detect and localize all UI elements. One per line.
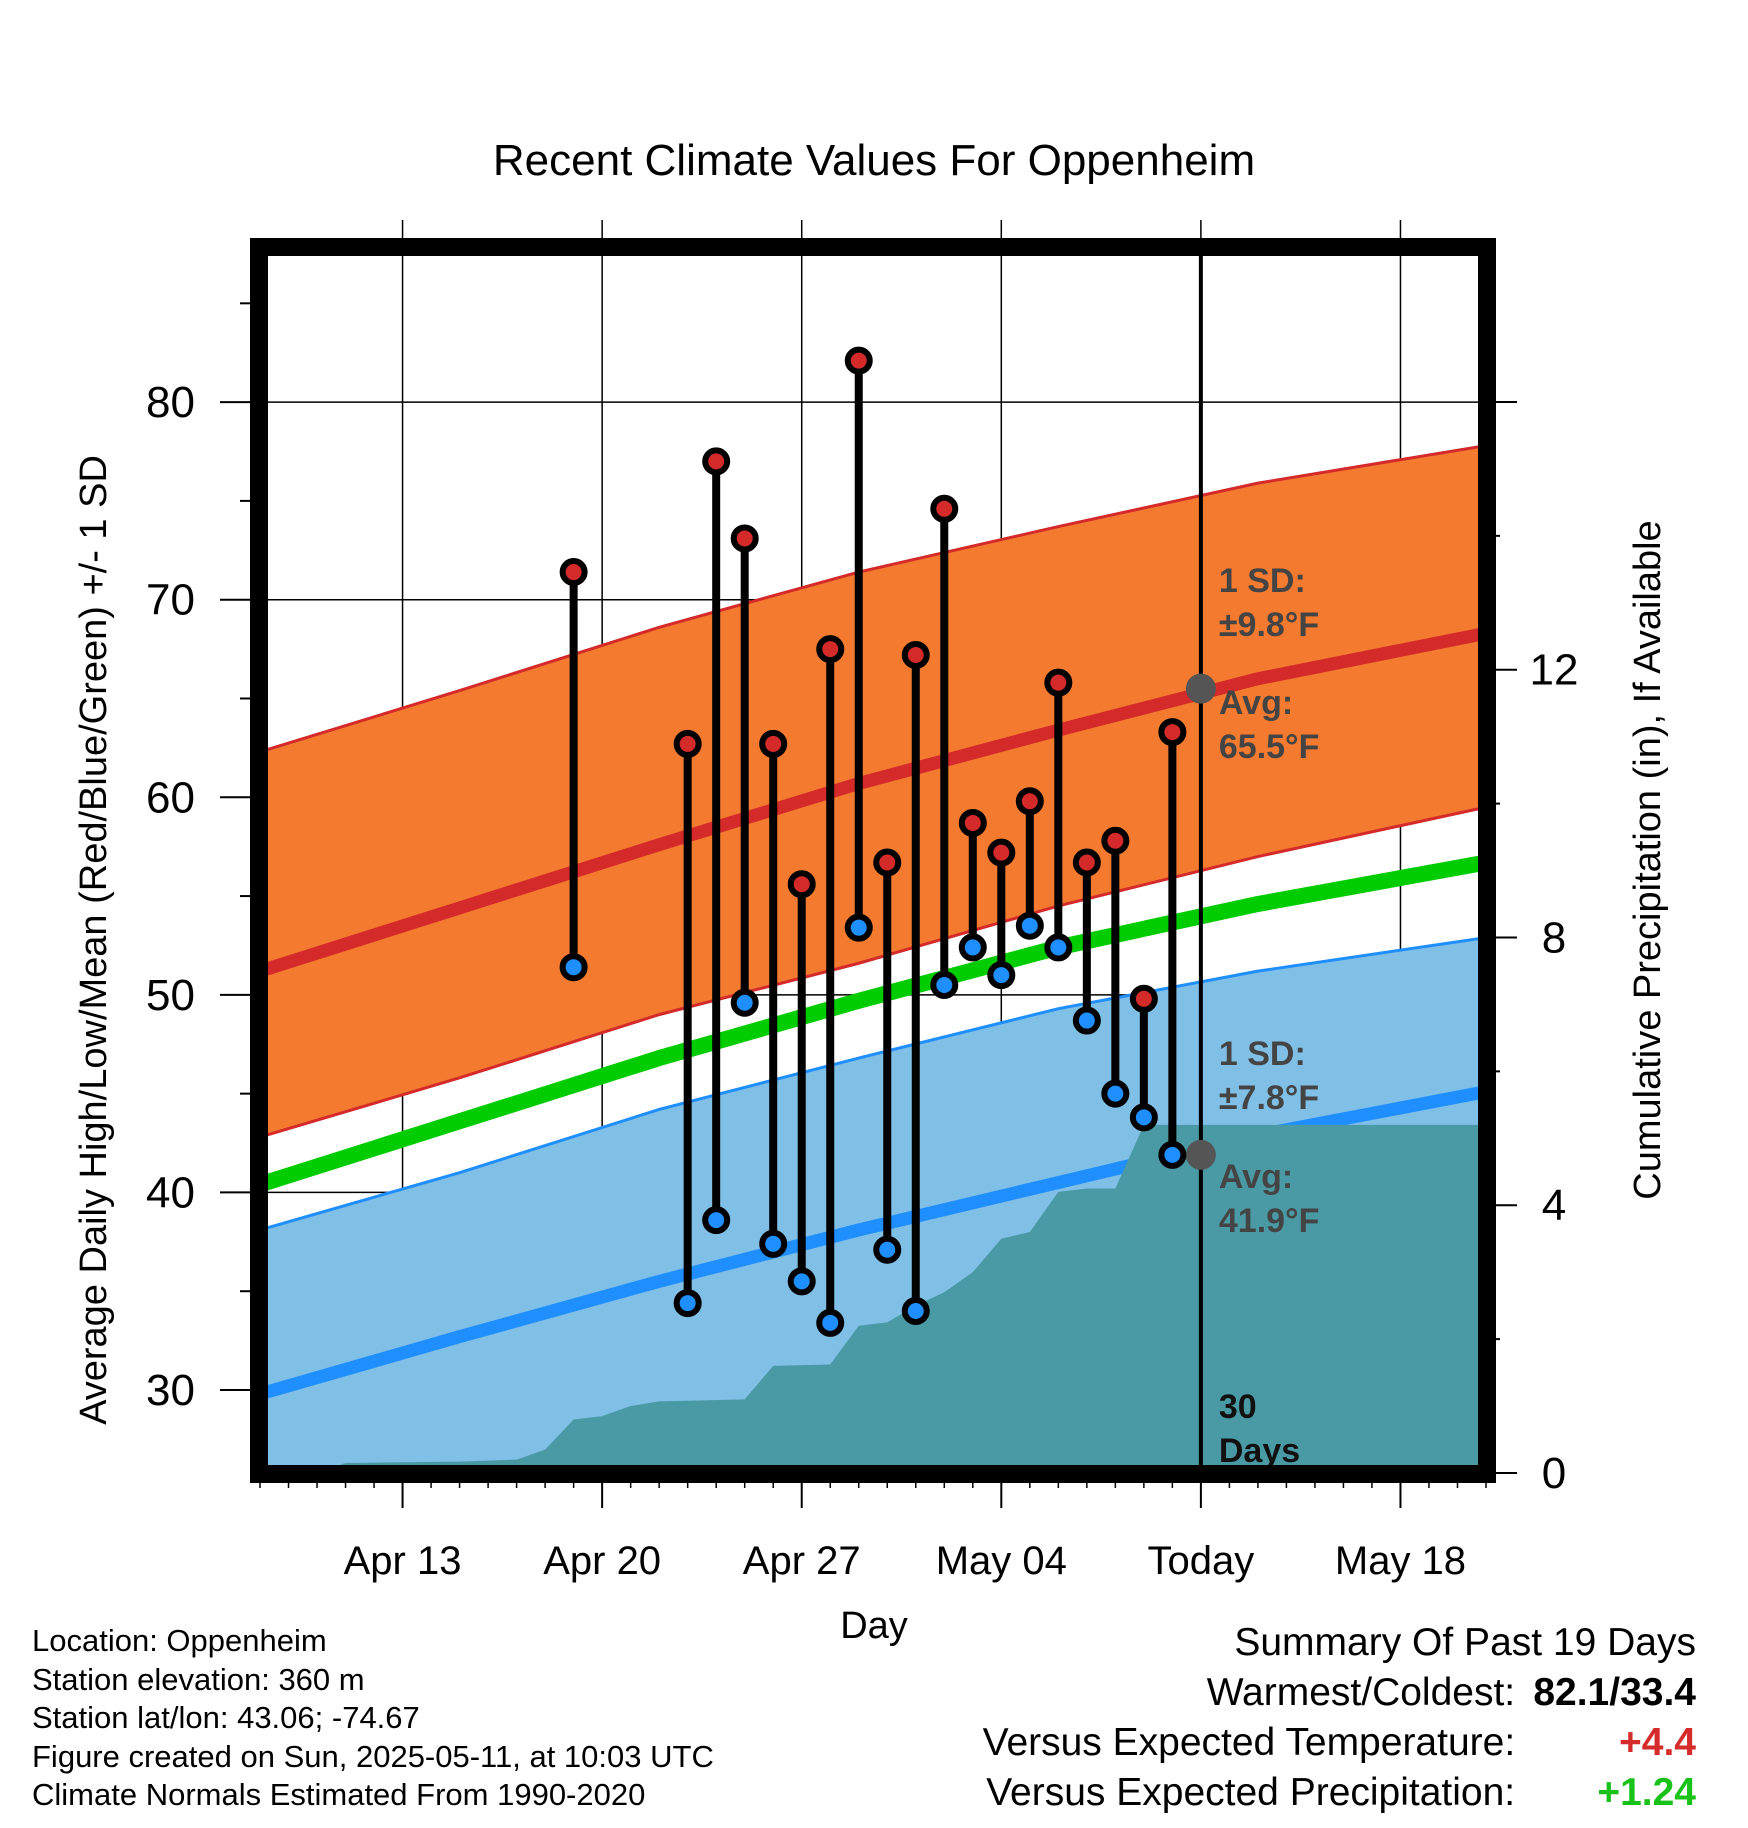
y-tick-label: 40 bbox=[146, 1168, 195, 1217]
chart-title: Recent Climate Values For Oppenheim bbox=[493, 136, 1255, 185]
obs-low-point bbox=[1044, 933, 1073, 962]
summary-prcp-row: Versus Expected Precipitation: +1.24 bbox=[983, 1768, 1696, 1818]
obs-high-point bbox=[930, 494, 959, 523]
warmest-label: Warmest/Coldest: bbox=[1206, 1671, 1516, 1714]
obs-low-point bbox=[1129, 1103, 1158, 1132]
axis-ticks: 30 40 50 60 70 80 0 4 8 12 Apr 13 Apr 20 Apr 27 May 0… bbox=[146, 302, 1579, 1583]
obs-high-point bbox=[901, 641, 930, 670]
y2-tick-label: 4 bbox=[1542, 1181, 1566, 1230]
obs-low-point bbox=[559, 953, 588, 982]
warmest-value: 82.1/33.4 bbox=[1533, 1671, 1696, 1714]
obs-low-point bbox=[930, 970, 959, 999]
obs-high-point bbox=[702, 447, 731, 476]
x-tick-label: Apr 27 bbox=[743, 1539, 861, 1583]
obs-high-point bbox=[787, 870, 816, 899]
station-info: Location: Oppenheim Station elevation: 3… bbox=[32, 1622, 714, 1815]
obs-low-point bbox=[901, 1296, 930, 1325]
obs-high-point bbox=[1072, 848, 1101, 877]
obs-high-point bbox=[759, 729, 788, 758]
obs-low-point bbox=[958, 933, 987, 962]
x-tick-label: Apr 20 bbox=[543, 1539, 661, 1583]
y-tick-label: 70 bbox=[146, 576, 195, 625]
obs-high-point bbox=[673, 729, 702, 758]
x-tick-label: Apr 13 bbox=[344, 1539, 462, 1583]
obs-low-point bbox=[1101, 1079, 1130, 1108]
precip-layer bbox=[317, 1124, 1486, 1473]
observations-layer bbox=[559, 346, 1187, 1337]
obs-low-point bbox=[987, 961, 1016, 990]
high-sd-label: 1 SD: bbox=[1219, 562, 1306, 600]
y-tick-label: 50 bbox=[146, 971, 195, 1020]
obs-high-point bbox=[1044, 668, 1073, 697]
low-sd-upper-line bbox=[260, 936, 1486, 1232]
prcp-label: Versus Expected Precipitation: bbox=[986, 1771, 1516, 1814]
y2-tick-label: 8 bbox=[1542, 913, 1566, 962]
y-tick-label: 80 bbox=[146, 378, 195, 427]
window-unit-label: Days bbox=[1219, 1432, 1300, 1470]
precip-area bbox=[317, 1124, 1486, 1473]
obs-low-point bbox=[730, 988, 759, 1017]
obs-high-point bbox=[1015, 787, 1044, 816]
y2-tick-label: 0 bbox=[1542, 1449, 1566, 1498]
obs-high-point bbox=[1158, 718, 1187, 747]
obs-low-point bbox=[702, 1206, 731, 1235]
summary-title: Summary Of Past 19 Days bbox=[1234, 1621, 1696, 1664]
temp-label: Versus Expected Temperature: bbox=[982, 1721, 1516, 1764]
x-tick-label: May 18 bbox=[1335, 1539, 1466, 1583]
high-sd-value: ±9.8°F bbox=[1219, 606, 1319, 644]
obs-low-point bbox=[1072, 1006, 1101, 1035]
summary-temp-row: Versus Expected Temperature: +4.4 bbox=[983, 1718, 1696, 1768]
obs-low-point bbox=[1015, 911, 1044, 940]
x-tick-label: May 04 bbox=[936, 1539, 1067, 1583]
temp-value: +4.4 bbox=[1619, 1721, 1696, 1764]
plot-frame bbox=[250, 238, 1496, 1483]
x-axis-label: Day bbox=[840, 1605, 908, 1647]
location-text: Location: Oppenheim bbox=[32, 1623, 327, 1658]
created-text: Figure created on Sun, 2025-05-11, at 10… bbox=[32, 1738, 714, 1774]
obs-low-point bbox=[787, 1267, 816, 1296]
obs-high-point bbox=[958, 808, 987, 837]
obs-low-point bbox=[816, 1308, 845, 1337]
obs-high-point bbox=[816, 635, 845, 664]
obs-high-point bbox=[559, 558, 588, 587]
today-low-avg-dot bbox=[1185, 1139, 1216, 1170]
obs-low-point bbox=[759, 1229, 788, 1258]
obs-high-point bbox=[873, 848, 902, 877]
latlon-text: Station lat/lon: 43.06; -74.67 bbox=[32, 1700, 420, 1735]
window-count-label: 30 bbox=[1219, 1388, 1257, 1426]
obs-low-point bbox=[844, 913, 873, 942]
obs-low-point bbox=[673, 1289, 702, 1318]
summary-panel: Summary Of Past 19 Days Warmest/Coldest:… bbox=[983, 1618, 1696, 1818]
low-sd-band bbox=[260, 937, 1486, 1473]
obs-high-point bbox=[987, 838, 1016, 867]
mean-line bbox=[260, 854, 1486, 1193]
elevation-text: Station elevation: 360 m bbox=[32, 1661, 365, 1697]
low-avg-value: 41.9°F bbox=[1219, 1202, 1320, 1240]
x-tick-label: Today bbox=[1148, 1539, 1255, 1583]
low-sd-value: ±7.8°F bbox=[1219, 1079, 1319, 1117]
high-sd-lower-line bbox=[260, 805, 1486, 1139]
obs-high-point bbox=[844, 346, 873, 375]
obs-high-point bbox=[730, 524, 759, 553]
high-avg-value: 65.5°F bbox=[1219, 728, 1320, 766]
obs-high-point bbox=[1129, 984, 1158, 1013]
obs-high-point bbox=[1101, 826, 1130, 855]
obs-low-point bbox=[873, 1235, 902, 1264]
y2-axis-label: Cumulative Precipitation (in), If Availa… bbox=[1627, 520, 1669, 1199]
y-tick-label: 30 bbox=[146, 1366, 195, 1415]
summary-warmest-row: Warmest/Coldest: 82.1/33.4 bbox=[983, 1668, 1696, 1718]
y-axis-label: Average Daily High/Low/Mean (Red/Blue/Gr… bbox=[73, 455, 115, 1425]
today-high-avg-dot bbox=[1185, 673, 1216, 704]
high-avg-label: Avg: bbox=[1219, 684, 1293, 722]
obs-low-point bbox=[1158, 1140, 1187, 1169]
low-avg-label: Avg: bbox=[1219, 1158, 1293, 1196]
y2-tick-label: 12 bbox=[1530, 646, 1579, 695]
prcp-value: +1.24 bbox=[1597, 1771, 1696, 1814]
today-layer bbox=[1185, 248, 1216, 1473]
normals-text: Climate Normals Estimated From 1990-2020 bbox=[32, 1777, 646, 1812]
y-tick-label: 60 bbox=[146, 773, 195, 822]
annotations-layer: 1 SD: ±9.8°F Avg: 65.5°F 1 SD: ±7.8°F Avg: 41.9… bbox=[1219, 562, 1320, 1470]
low-sd-label: 1 SD: bbox=[1219, 1035, 1306, 1073]
